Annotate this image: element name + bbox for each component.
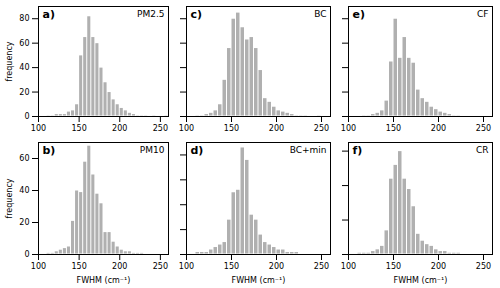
svg-text:250: 250 (314, 124, 329, 133)
svg-text:e): e) (353, 8, 366, 21)
svg-text:250: 250 (476, 124, 491, 133)
svg-text:200: 200 (112, 262, 127, 271)
svg-text:100: 100 (179, 262, 194, 271)
svg-text:BC: BC (314, 9, 326, 19)
svg-text:200: 200 (112, 124, 127, 133)
svg-text:250: 250 (153, 262, 168, 271)
svg-text:0: 0 (24, 250, 29, 259)
svg-text:250: 250 (314, 262, 329, 271)
svg-text:frequency: frequency (5, 41, 14, 81)
svg-text:b): b) (43, 144, 56, 157)
svg-text:150: 150 (71, 262, 86, 271)
svg-text:0: 0 (24, 112, 29, 121)
svg-text:FWHM (cm⁻¹): FWHM (cm⁻¹) (77, 276, 131, 285)
svg-text:FWHM (cm⁻¹): FWHM (cm⁻¹) (232, 276, 286, 285)
svg-text:150: 150 (386, 262, 401, 271)
svg-text:150: 150 (224, 262, 239, 271)
svg-text:40: 40 (19, 63, 29, 72)
svg-text:100: 100 (179, 124, 194, 133)
svg-text:150: 150 (224, 124, 239, 133)
svg-text:100: 100 (31, 124, 46, 133)
svg-text:a): a) (43, 8, 55, 21)
svg-text:frequency: frequency (5, 178, 14, 218)
svg-text:100: 100 (31, 262, 46, 271)
svg-text:20: 20 (19, 218, 29, 227)
svg-text:FWHM (cm⁻¹): FWHM (cm⁻¹) (394, 276, 448, 285)
svg-text:200: 200 (431, 262, 446, 271)
svg-text:100: 100 (341, 262, 356, 271)
svg-text:20: 20 (19, 88, 29, 97)
svg-text:80: 80 (19, 14, 29, 23)
svg-text:BC+min: BC+min (290, 145, 327, 155)
svg-text:200: 200 (431, 124, 446, 133)
svg-text:150: 150 (386, 124, 401, 133)
svg-text:100: 100 (341, 124, 356, 133)
svg-text:d): d) (191, 144, 204, 157)
svg-text:200: 200 (269, 124, 284, 133)
svg-text:60: 60 (19, 39, 29, 48)
svg-text:150: 150 (71, 124, 86, 133)
svg-text:200: 200 (269, 262, 284, 271)
svg-text:c): c) (191, 8, 203, 21)
svg-text:40: 40 (19, 186, 29, 195)
svg-text:60: 60 (19, 154, 29, 163)
svg-text:PM10: PM10 (140, 145, 165, 155)
svg-text:f): f) (353, 144, 363, 157)
svg-text:CR: CR (476, 145, 489, 155)
svg-text:PM2.5: PM2.5 (137, 9, 165, 19)
svg-text:250: 250 (476, 262, 491, 271)
svg-text:CF: CF (477, 9, 488, 19)
svg-text:250: 250 (153, 124, 168, 133)
